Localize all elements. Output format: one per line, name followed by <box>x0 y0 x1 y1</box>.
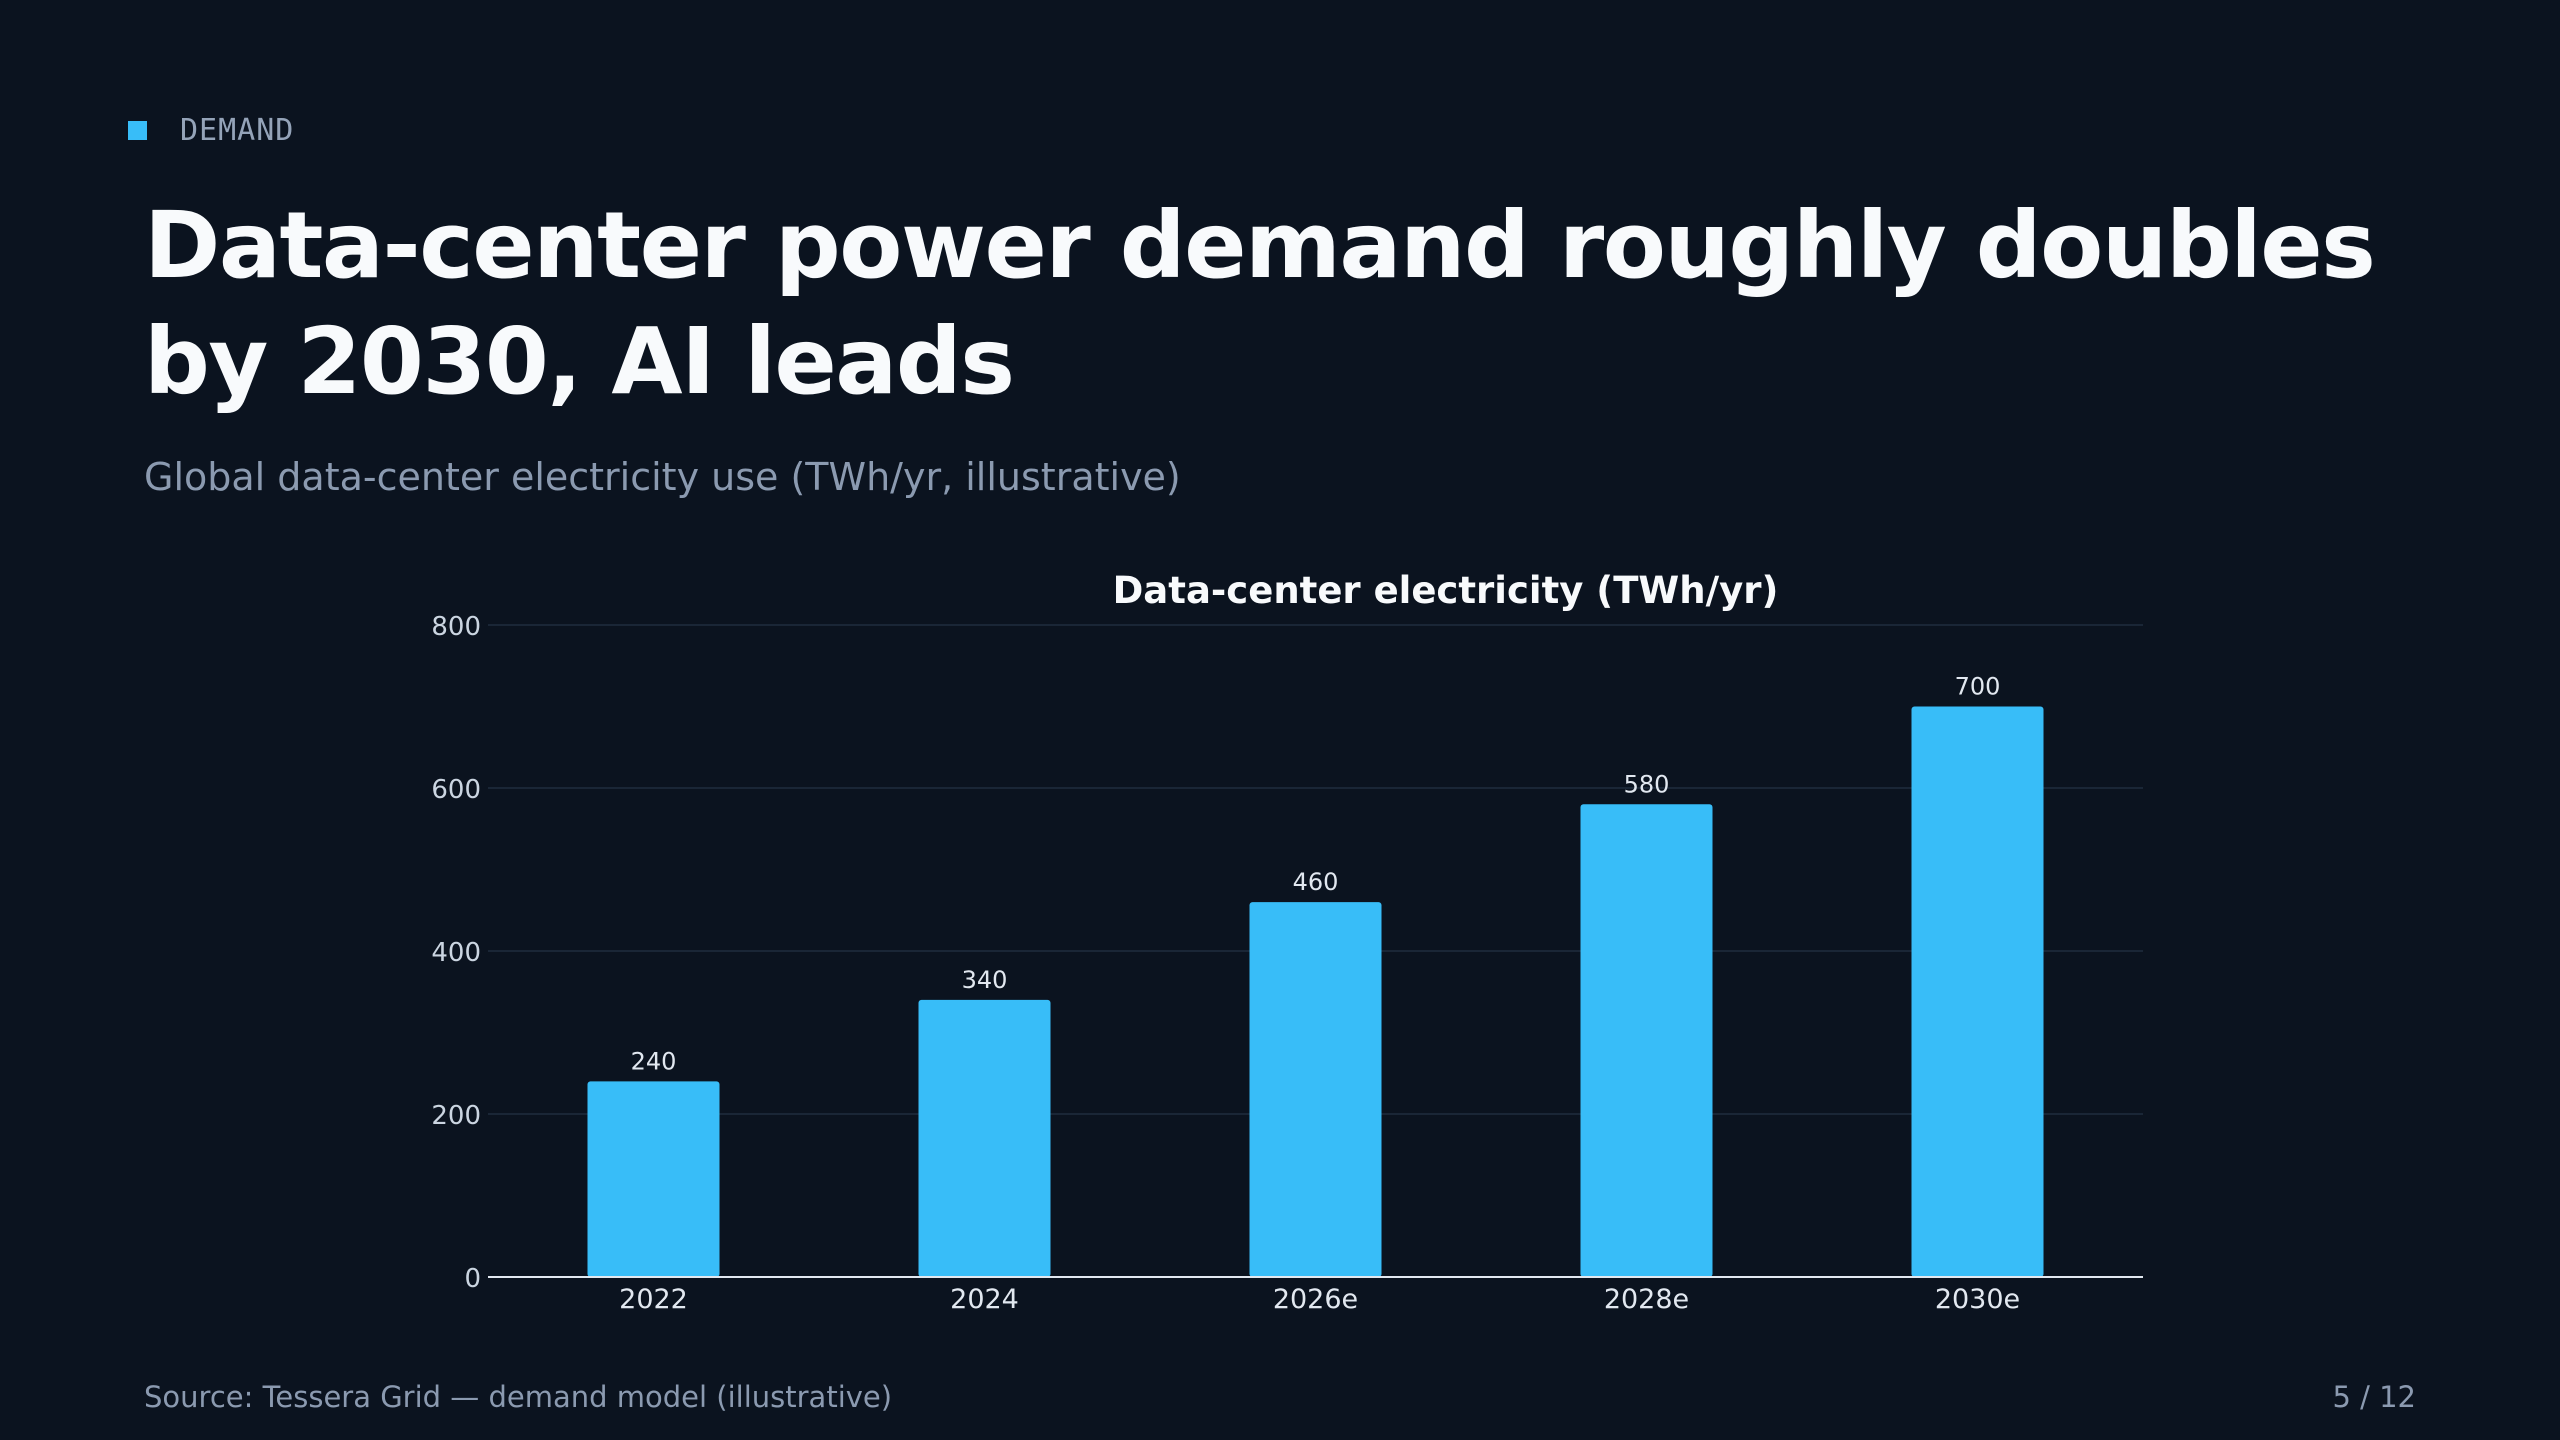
x-tick-label: 2030e <box>1935 1284 2020 1315</box>
bars <box>587 706 2044 1277</box>
slide-title: Data-center power demand roughly doubles… <box>144 192 2376 415</box>
bar-value-label: 460 <box>1293 868 1339 896</box>
bar-value-label: 580 <box>1624 770 1670 798</box>
y-tick-label: 200 <box>431 1101 481 1131</box>
y-tick-label: 400 <box>431 938 481 968</box>
section-kicker: DEMAND <box>128 108 294 152</box>
bar-value-label: 240 <box>631 1047 677 1075</box>
x-tick-label: 2022 <box>619 1284 688 1315</box>
y-tick-label: 0 <box>464 1264 481 1294</box>
y-axis-ticks: 0 200 400 600 800 <box>431 612 481 1294</box>
bar <box>587 1081 720 1277</box>
bar <box>1249 902 1382 1277</box>
slide-subtitle: Global data-center electricity use (TWh/… <box>144 455 1181 499</box>
bar-value-label: 700 <box>1955 673 2001 701</box>
bar <box>918 999 1051 1277</box>
bar <box>1911 706 2044 1277</box>
bar-value-label: 340 <box>962 966 1008 994</box>
source-note: Source: Tessera Grid — demand model (ill… <box>144 1380 893 1414</box>
y-tick-label: 600 <box>431 775 481 805</box>
square-bullet-icon <box>128 120 147 140</box>
x-tick-label: 2028e <box>1604 1284 1689 1315</box>
x-tick-label: 2024 <box>950 1284 1019 1315</box>
chart-title: Data-center electricity (TWh/yr) <box>1113 569 1779 612</box>
x-tick-label: 2026e <box>1273 1284 1358 1315</box>
bar <box>1580 804 1713 1277</box>
x-axis-ticks: 2022 2024 2026e 2028e 2030e <box>619 1284 2020 1315</box>
bar-value-labels: 240 340 460 580 700 <box>631 673 2001 1076</box>
page-number: 5 / 12 <box>2332 1380 2416 1414</box>
kicker-label: DEMAND <box>180 112 295 148</box>
grid-lines <box>488 624 2143 1115</box>
y-tick-label: 800 <box>431 612 481 642</box>
